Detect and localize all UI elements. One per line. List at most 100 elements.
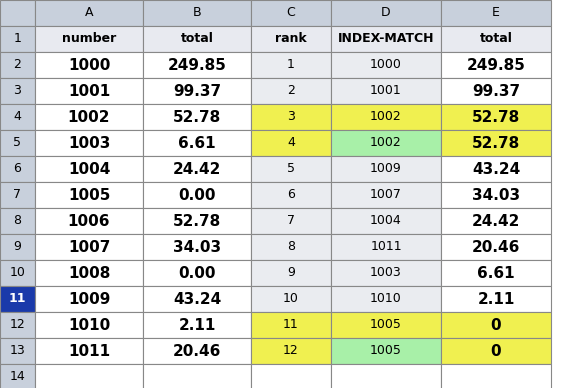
Text: 1002: 1002 [370, 137, 402, 149]
Text: 7: 7 [287, 215, 295, 227]
Text: 1002: 1002 [370, 111, 402, 123]
Text: 5: 5 [14, 137, 22, 149]
Text: 52.78: 52.78 [472, 135, 520, 151]
Bar [331, 286, 441, 312]
Bar [251, 130, 331, 156]
Text: 24.42: 24.42 [472, 213, 520, 229]
Bar [143, 364, 251, 388]
Text: 24.42: 24.42 [173, 161, 221, 177]
Text: 0.00: 0.00 [178, 187, 216, 203]
Text: 3: 3 [287, 111, 295, 123]
Bar [441, 208, 551, 234]
Text: 6.61: 6.61 [178, 135, 216, 151]
Bar [143, 260, 251, 286]
Bar [143, 156, 251, 182]
Bar [35, 104, 143, 130]
Bar [143, 0, 251, 26]
Bar [441, 286, 551, 312]
Bar [35, 208, 143, 234]
Bar [35, 78, 143, 104]
Bar [0, 260, 35, 286]
Text: 3: 3 [14, 85, 22, 97]
Text: C: C [287, 7, 295, 19]
Text: 1009: 1009 [370, 163, 402, 175]
Bar [251, 312, 331, 338]
Bar [0, 130, 35, 156]
Text: A: A [85, 7, 93, 19]
Text: 2.11: 2.11 [178, 317, 216, 333]
Bar [35, 234, 143, 260]
Text: 1: 1 [14, 33, 22, 45]
Text: 11: 11 [9, 293, 26, 305]
Text: total: total [180, 33, 214, 45]
Bar [0, 312, 35, 338]
Bar [143, 182, 251, 208]
Bar [441, 104, 551, 130]
Bar [441, 364, 551, 388]
Bar [441, 52, 551, 78]
Bar [143, 26, 251, 52]
Bar [35, 26, 143, 52]
Bar [251, 52, 331, 78]
Bar [441, 260, 551, 286]
Bar [0, 26, 35, 52]
Bar [441, 312, 551, 338]
Bar [35, 182, 143, 208]
Text: 6.61: 6.61 [477, 265, 515, 281]
Text: INDEX-MATCH: INDEX-MATCH [338, 33, 435, 45]
Bar [251, 286, 331, 312]
Bar [441, 234, 551, 260]
Text: 43.24: 43.24 [173, 291, 221, 307]
Text: 11: 11 [283, 319, 299, 331]
Text: 1010: 1010 [370, 293, 402, 305]
Bar [441, 156, 551, 182]
Text: 20.46: 20.46 [173, 343, 221, 359]
Bar [251, 0, 331, 26]
Bar [35, 338, 143, 364]
Bar [331, 364, 441, 388]
Text: 12: 12 [10, 319, 25, 331]
Bar [143, 52, 251, 78]
Bar [143, 234, 251, 260]
Bar [35, 260, 143, 286]
Text: 99.37: 99.37 [173, 83, 221, 99]
Bar [0, 182, 35, 208]
Text: 0.00: 0.00 [178, 265, 216, 281]
Text: 1002: 1002 [68, 109, 110, 125]
Text: 1004: 1004 [68, 161, 110, 177]
Text: 52.78: 52.78 [173, 109, 221, 125]
Text: number: number [62, 33, 116, 45]
Text: 34.03: 34.03 [472, 187, 520, 203]
Text: 1001: 1001 [370, 85, 402, 97]
Bar [0, 0, 35, 26]
Text: 1006: 1006 [68, 213, 110, 229]
Text: 13: 13 [10, 345, 25, 357]
Bar [441, 130, 551, 156]
Text: total: total [480, 33, 512, 45]
Bar [35, 130, 143, 156]
Bar [143, 286, 251, 312]
Bar [251, 156, 331, 182]
Text: 8: 8 [14, 215, 22, 227]
Bar [0, 78, 35, 104]
Bar [331, 0, 441, 26]
Text: 7: 7 [14, 189, 22, 201]
Text: 5: 5 [287, 163, 295, 175]
Bar [251, 338, 331, 364]
Text: 2.11: 2.11 [477, 291, 514, 307]
Text: 1011: 1011 [68, 343, 110, 359]
Bar [0, 156, 35, 182]
Bar [251, 364, 331, 388]
Bar [331, 208, 441, 234]
Bar [35, 286, 143, 312]
Text: 52.78: 52.78 [472, 109, 520, 125]
Bar [143, 312, 251, 338]
Text: E: E [492, 7, 500, 19]
Text: 1008: 1008 [68, 265, 110, 281]
Text: 1003: 1003 [68, 135, 110, 151]
Bar [0, 208, 35, 234]
Bar [251, 234, 331, 260]
Text: 4: 4 [14, 111, 22, 123]
Bar [143, 208, 251, 234]
Bar [35, 52, 143, 78]
